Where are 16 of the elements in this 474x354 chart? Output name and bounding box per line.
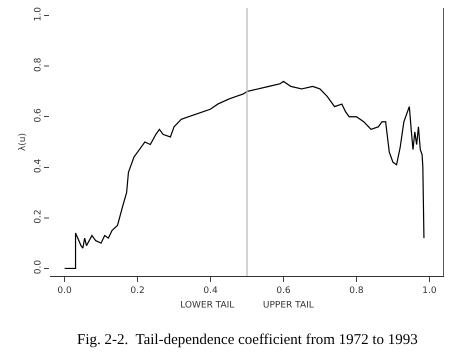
x-tick-label: 0.8 bbox=[349, 286, 364, 296]
line-series bbox=[64, 80, 425, 270]
x-tick-label: 0.2 bbox=[130, 286, 145, 296]
x-tick-label: 0.0 bbox=[57, 286, 72, 296]
y-tick-label: 0.8 bbox=[33, 57, 44, 72]
y-tick-label: 0.0 bbox=[33, 260, 44, 274]
x-axis-title: LOWER TAIL UPPER TAIL bbox=[180, 300, 314, 311]
y-tick-label: 0.4 bbox=[33, 158, 44, 174]
x-tick-label: 1.0 bbox=[422, 286, 437, 296]
y-tick-label: 0.2 bbox=[33, 209, 44, 224]
x-tick-label: 0.6 bbox=[276, 286, 291, 296]
y-axis-title: λ(u) bbox=[18, 132, 28, 152]
y-tick-label: 0.6 bbox=[33, 108, 44, 123]
x-tick-label: 0.4 bbox=[203, 286, 218, 296]
y-tick-label: 1.0 bbox=[33, 6, 44, 22]
text: Fig. 2-2. Tail-dependence coefficient from 1972 to 1993 bbox=[77, 332, 418, 348]
